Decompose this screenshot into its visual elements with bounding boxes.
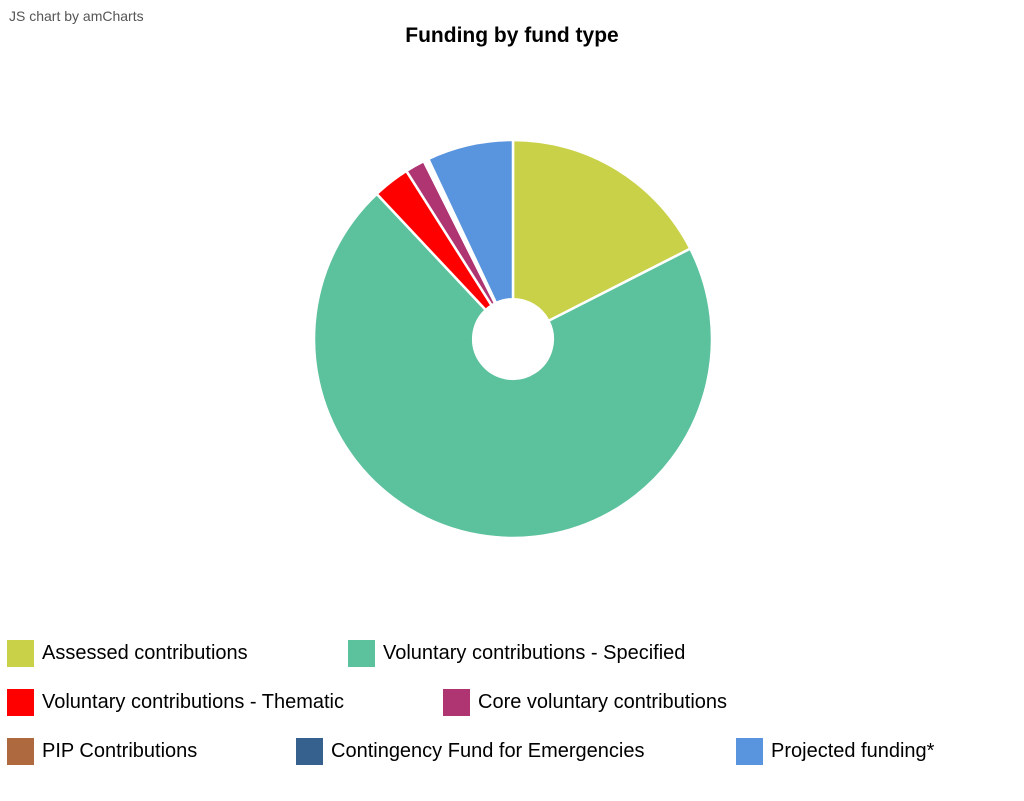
legend-item[interactable]: PIP Contributions <box>7 738 197 765</box>
legend-swatch <box>736 738 763 765</box>
chart-title: Funding by fund type <box>405 24 619 47</box>
legend-swatch <box>7 689 34 716</box>
legend-swatch <box>348 640 375 667</box>
legend-label: Projected funding* <box>771 740 935 762</box>
pie-slice-1[interactable] <box>312 192 714 540</box>
legend-item[interactable]: Projected funding* <box>736 738 934 765</box>
legend-item[interactable]: Contingency Fund for Emergencies <box>296 738 645 765</box>
amcharts-credit[interactable]: JS chart by amCharts <box>9 8 144 24</box>
legend-label: Voluntary contributions - Thematic <box>42 691 345 713</box>
legend-label: Voluntary contributions - Specified <box>383 642 686 664</box>
legend-label: PIP Contributions <box>42 740 198 762</box>
legend-label: Assessed contributions <box>42 642 248 664</box>
pie-slice-0[interactable] <box>511 138 692 323</box>
legend-swatch <box>7 738 34 765</box>
legend-swatch <box>296 738 323 765</box>
pie-chart <box>312 138 714 540</box>
legend-swatch <box>443 689 470 716</box>
legend-label: Core voluntary contributions <box>478 691 728 713</box>
legend-item[interactable]: Voluntary contributions - Thematic <box>7 689 344 716</box>
legend-item[interactable]: Assessed contributions <box>7 640 248 667</box>
pie-slice-6[interactable] <box>426 138 515 305</box>
legend-item[interactable]: Core voluntary contributions <box>443 689 727 716</box>
legend-item[interactable]: Voluntary contributions - Specified <box>348 640 685 667</box>
legend-label: Contingency Fund for Emergencies <box>331 740 645 762</box>
legend-swatch <box>7 640 34 667</box>
